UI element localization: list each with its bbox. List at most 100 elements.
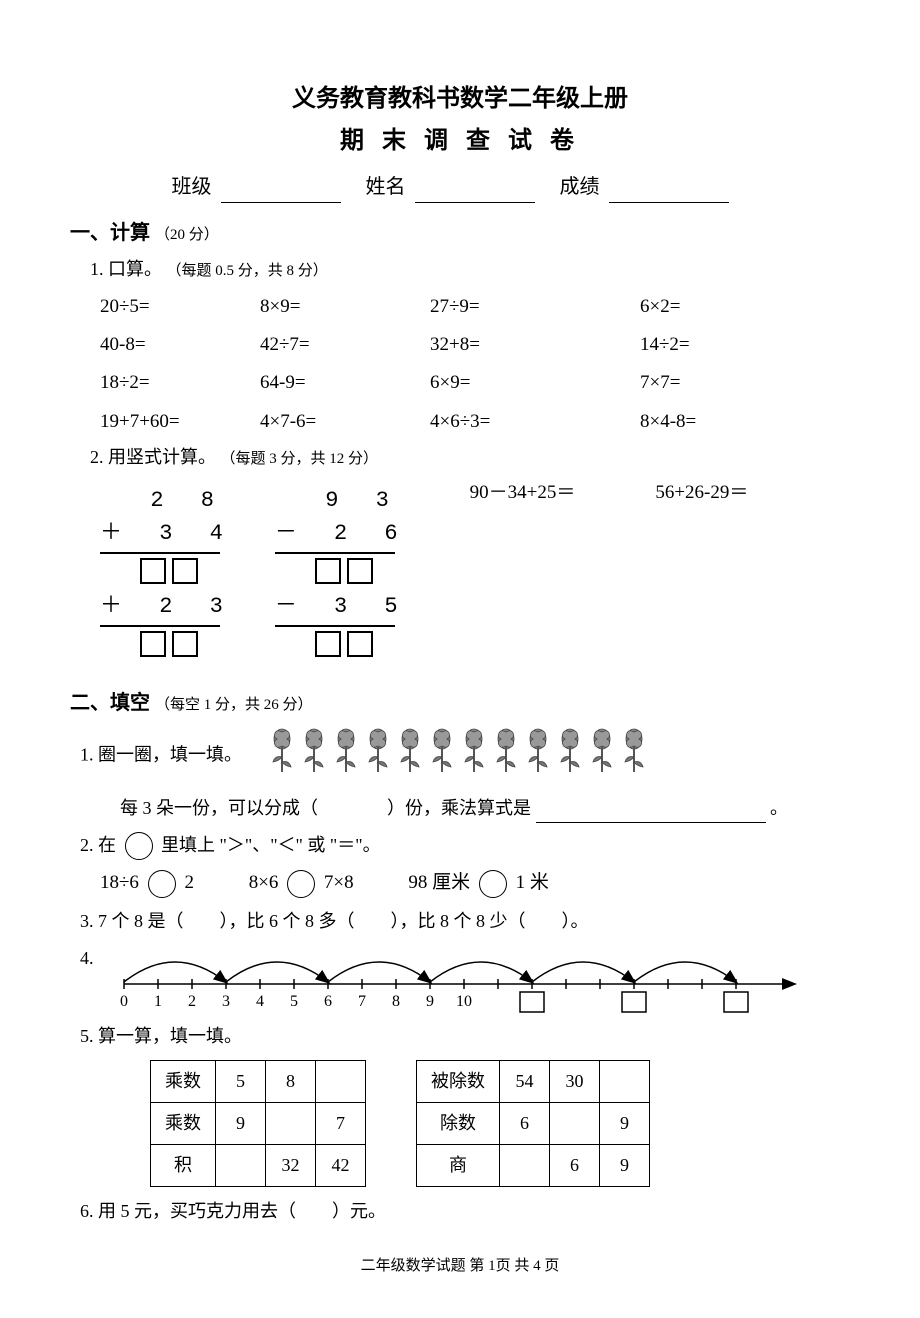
td[interactable]	[500, 1144, 550, 1186]
q2-c1: 98 厘米	[408, 872, 470, 893]
answer-boxes	[140, 558, 235, 584]
td: 9	[216, 1103, 266, 1145]
calc-item: 14÷2=	[640, 330, 790, 360]
svg-text:6: 6	[324, 993, 332, 1010]
svg-text:3: 3	[222, 993, 230, 1010]
answer-circle[interactable]	[479, 870, 507, 898]
blank-score[interactable]	[609, 181, 729, 203]
section1-text: 一、计算	[70, 222, 150, 244]
blank-formula[interactable]	[536, 803, 766, 823]
td[interactable]	[266, 1103, 316, 1145]
sub2-heading: 2. 用竖式计算。 （每题 3 分，共 12 分）	[90, 443, 850, 472]
q5-tables: 乘数58 乘数97 积3242 被除数5430 除数69 商69	[150, 1060, 850, 1186]
doc-title: 义务教育教科书数学二年级上册	[70, 80, 850, 118]
answer-box[interactable]	[140, 631, 166, 657]
answer-box[interactable]	[140, 558, 166, 584]
th: 商	[417, 1144, 500, 1186]
q1-b: ）份，乘法算式是	[387, 798, 531, 818]
th: 被除数	[417, 1061, 500, 1103]
sub1-text: 1. 口算。	[90, 259, 162, 279]
answer-box[interactable]	[347, 558, 373, 584]
answer-boxes	[140, 631, 235, 657]
flower-icon	[619, 727, 649, 786]
td: 7	[316, 1103, 366, 1145]
flower-icon	[523, 727, 553, 786]
flower-icon	[491, 727, 521, 786]
td[interactable]	[550, 1103, 600, 1145]
calc-item: 27÷9=	[430, 292, 630, 322]
flower-icon	[555, 727, 585, 786]
svg-text:1: 1	[154, 993, 162, 1010]
flower-icon	[267, 727, 297, 786]
flower-icon	[331, 727, 361, 786]
flower-row	[267, 727, 649, 786]
td: 9	[600, 1144, 650, 1186]
svg-text:0: 0	[120, 993, 128, 1010]
vline: ＋ 3 4	[100, 517, 235, 550]
svg-text:7: 7	[358, 993, 366, 1010]
answer-box[interactable]	[172, 558, 198, 584]
td: 30	[550, 1061, 600, 1103]
th: 除数	[417, 1103, 500, 1145]
answer-circle[interactable]	[287, 870, 315, 898]
sub1-heading: 1. 口算。 （每题 0.5 分，共 8 分）	[90, 255, 850, 284]
q1: 1. 圈一圈，填一填。	[80, 727, 850, 786]
vertical-calc-row: 2 8 ＋ 3 4 ＋ 2 3 9 3 － 2 6 － 3 5 90－34+25…	[100, 484, 850, 663]
svg-text:2: 2	[188, 993, 196, 1010]
student-info-line: 班级 姓名 成绩	[70, 171, 850, 203]
answer-box[interactable]	[315, 558, 341, 584]
calc-item: 32+8=	[430, 330, 630, 360]
label-score: 成绩	[560, 176, 600, 198]
q1-label: 1. 圈一圈，填一填。	[80, 744, 242, 764]
answer-boxes	[315, 558, 410, 584]
q2-label2: 里填上 "＞"、"＜" 或 "＝"。	[161, 835, 381, 855]
calc-item: 6×9=	[430, 368, 630, 398]
calc-c: 90－34+25＝	[470, 478, 576, 508]
svg-text:8: 8	[392, 993, 400, 1010]
q3: 3. 7 个 8 是（ ），比 6 个 8 多（ ），比 8 个 8 少（ ）。	[80, 907, 850, 936]
calc-item: 4×7-6=	[260, 407, 420, 437]
calc-item: 8×9=	[260, 292, 420, 322]
q2-b1: 8×6	[249, 872, 279, 893]
calc-item: 64-9=	[260, 368, 420, 398]
other-calcs: 90－34+25＝ 56+26-29＝	[450, 478, 850, 508]
q4: 4. 012345678910	[80, 944, 850, 1014]
td[interactable]	[216, 1144, 266, 1186]
answer-box[interactable]	[347, 631, 373, 657]
answer-circle[interactable]	[148, 870, 176, 898]
th: 积	[151, 1144, 216, 1186]
q4-label: 4.	[80, 944, 94, 973]
vstack-a: 2 8 ＋ 3 4 ＋ 2 3	[100, 484, 235, 663]
svg-text:10: 10	[456, 993, 472, 1010]
calc-item: 4×6÷3=	[430, 407, 630, 437]
section1-heading: 一、计算 （20 分）	[70, 217, 850, 249]
answer-box[interactable]	[315, 631, 341, 657]
q2-c: 98 厘米 1 米	[408, 872, 549, 893]
sub2-pts: （每题 3 分，共 12 分）	[221, 451, 379, 467]
q6: 6. 用 5 元，买巧克力用去（ ）元。	[80, 1197, 850, 1226]
q2-a: 18÷6 2	[100, 872, 199, 893]
answer-box[interactable]	[172, 631, 198, 657]
flower-icon	[395, 727, 425, 786]
table-div: 被除数5430 除数69 商69	[416, 1060, 650, 1186]
flower-icon	[299, 727, 329, 786]
blank-class[interactable]	[221, 181, 341, 203]
td[interactable]	[316, 1061, 366, 1103]
td: 32	[266, 1144, 316, 1186]
q2-label: 2. 在	[80, 835, 116, 855]
vline: ＋ 2 3	[100, 590, 235, 623]
calc-item: 18÷2=	[100, 368, 250, 398]
calc-item: 42÷7=	[260, 330, 420, 360]
page-footer: 二年级数学试题 第 1页 共 4 页	[70, 1254, 850, 1278]
q2: 2. 在 里填上 "＞"、"＜" 或 "＝"。	[80, 831, 850, 861]
td[interactable]	[600, 1061, 650, 1103]
q1-a: 每 3 朵一份，可以分成（	[120, 798, 318, 818]
blank-name[interactable]	[415, 181, 535, 203]
q2-a2: 2	[184, 872, 194, 893]
svg-text:9: 9	[426, 993, 434, 1010]
calc-item: 40-8=	[100, 330, 250, 360]
calc-item: 19+7+60=	[100, 407, 250, 437]
calc-item: 6×2=	[640, 292, 790, 322]
td: 6	[500, 1103, 550, 1145]
q2-b: 8×6 7×8	[249, 872, 359, 893]
